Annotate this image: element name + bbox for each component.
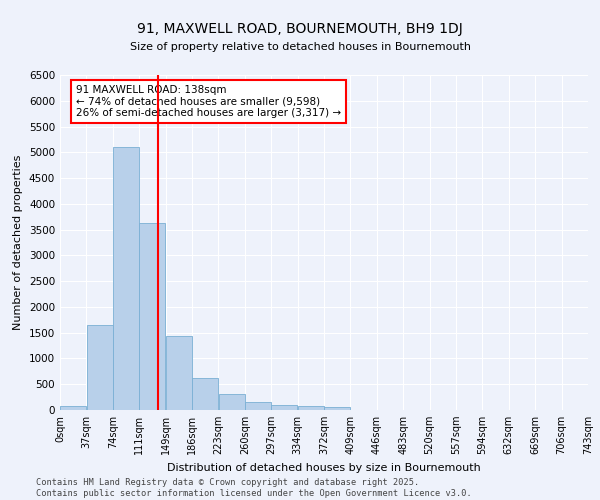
Bar — [192, 378, 218, 410]
Bar — [245, 402, 271, 410]
Text: 91 MAXWELL ROAD: 138sqm
← 74% of detached houses are smaller (9,598)
26% of semi: 91 MAXWELL ROAD: 138sqm ← 74% of detache… — [76, 85, 341, 118]
Y-axis label: Number of detached properties: Number of detached properties — [13, 155, 23, 330]
Bar — [166, 336, 192, 410]
Bar — [271, 404, 298, 410]
Bar — [139, 224, 166, 410]
X-axis label: Distribution of detached houses by size in Bournemouth: Distribution of detached houses by size … — [167, 462, 481, 472]
Bar — [324, 408, 350, 410]
Bar — [218, 394, 245, 410]
Bar — [86, 325, 113, 410]
Bar — [60, 406, 86, 410]
Text: 91, MAXWELL ROAD, BOURNEMOUTH, BH9 1DJ: 91, MAXWELL ROAD, BOURNEMOUTH, BH9 1DJ — [137, 22, 463, 36]
Bar — [298, 406, 324, 410]
Bar — [113, 147, 139, 410]
Text: Size of property relative to detached houses in Bournemouth: Size of property relative to detached ho… — [130, 42, 470, 52]
Text: Contains HM Land Registry data © Crown copyright and database right 2025.
Contai: Contains HM Land Registry data © Crown c… — [36, 478, 472, 498]
